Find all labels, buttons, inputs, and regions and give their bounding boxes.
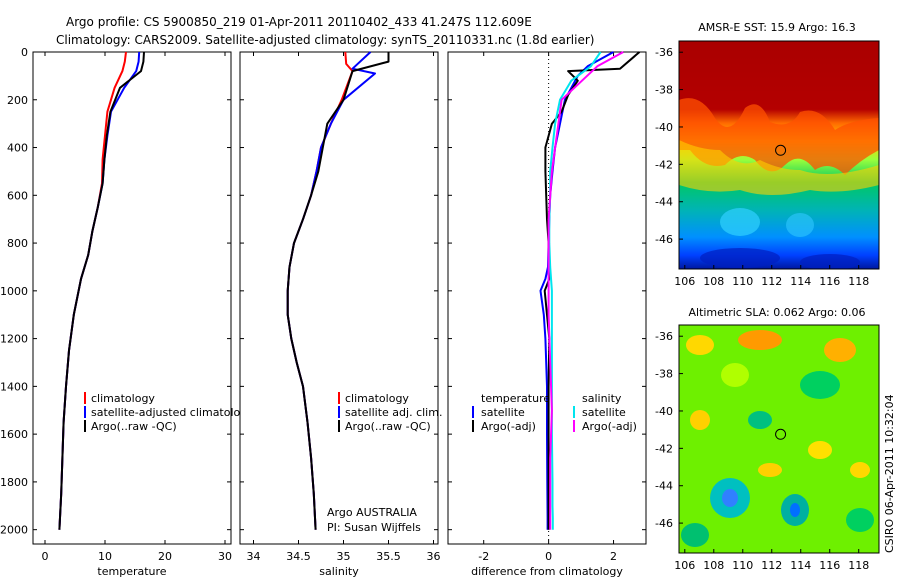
- depth-ytick-label: 1600: [0, 428, 28, 441]
- temperature-xlabel: temperature: [97, 565, 166, 578]
- temp-legend-climatology: climatology: [91, 392, 155, 405]
- difference-series: [539, 51, 641, 530]
- diff-xtick-label: 0: [545, 550, 552, 563]
- depth-ytick-label: 1400: [0, 380, 28, 393]
- sal-series-2-line: [286, 52, 390, 530]
- sla-xtick-label: 112: [761, 559, 782, 572]
- sla-xtick-label: 106: [674, 559, 695, 572]
- temp-xtick-label: 20: [158, 550, 172, 563]
- sst-xtick-label: 106: [674, 275, 695, 288]
- sst-ytick-label: -38: [655, 84, 673, 97]
- temperature-legend: climatology satellite-adjusted climatolo…: [84, 392, 254, 433]
- depth-ytick-label: 1200: [0, 333, 28, 346]
- sla-xtick-label: 118: [848, 559, 869, 572]
- sla-map-ticks: 106 108 110 112 114 116 118 -36 -38 -40 -42 -44 -46: [655, 330, 869, 572]
- sst-map-ticks: 106 108 110 112 114 116 118 -36 -38 -40 -42 -44 -46: [655, 46, 869, 288]
- sst-ytick-label: -44: [655, 196, 673, 209]
- sla-xtick-label: 110: [732, 559, 753, 572]
- diff-legend-temp-satellite: satellite: [481, 406, 525, 419]
- sst-xtick-label: 112: [761, 275, 782, 288]
- sst-xtick-label: 108: [703, 275, 724, 288]
- depth-ytick-label: 0: [21, 46, 28, 59]
- temperature-series: [58, 51, 145, 530]
- diff-legend-temp-argo: Argo(-adj): [481, 420, 536, 433]
- difference-panel: -2 0 2 difference from climatology tempera…: [447, 51, 647, 578]
- salinity-ticks: 34 34.5 35 35.5 36: [240, 51, 441, 563]
- sst-map-title: AMSR-E SST: 15.9 Argo: 16.3: [698, 21, 856, 34]
- temp-series-2-line: [58, 51, 145, 530]
- sst-ytick-label: -40: [655, 121, 673, 134]
- sla-ytick-label: -44: [655, 480, 673, 493]
- depth-ytick-label: 600: [7, 189, 28, 202]
- sla-ytick-label: -36: [655, 330, 673, 343]
- argo-note-line-1: Argo AUSTRALIA: [327, 506, 417, 519]
- sla-map-title: Altimetric SLA: 0.062 Argo: 0.06: [688, 306, 865, 319]
- header-line-1: Argo profile: CS 5900850_219 01-Apr-2011…: [66, 15, 532, 29]
- sst-xtick-label: 118: [848, 275, 869, 288]
- temp-xtick-label: 10: [98, 550, 112, 563]
- argo-location-marker-sst: [775, 144, 787, 156]
- sst-xtick-label: 114: [790, 275, 811, 288]
- sal-xtick-label: 35: [337, 550, 351, 563]
- diff-series-2-line: [548, 51, 602, 530]
- sal-xtick-label: 34: [247, 550, 261, 563]
- depth-ytick-label: 2000: [0, 524, 28, 537]
- sal-legend-climatology: climatology: [345, 392, 409, 405]
- diff-xtick-label: -2: [478, 550, 489, 563]
- depth-ytick-label: 800: [7, 237, 28, 250]
- diff-legend-sal-argo: Argo(-adj): [582, 420, 637, 433]
- sla-ytick-label: -42: [655, 442, 673, 455]
- sst-map-axes-box: [678, 40, 880, 270]
- temperature-panel: 0 10 20 30 0 200 400 600 800 1000 1200 1400 1600 1800…: [0, 46, 254, 578]
- difference-ticks: -2 0 2: [448, 51, 646, 563]
- temp-legend-argo: Argo(..raw -QC): [91, 420, 177, 433]
- salinity-series: [286, 51, 390, 530]
- argo-note-line-2: PI: Susan Wijffels: [327, 521, 421, 534]
- sla-xtick-label: 114: [790, 559, 811, 572]
- diff-series-3-line: [547, 51, 624, 530]
- temperature-ticks: 0 10 20 30 0 200 400 600 800 1000 1200 1400 1600 1800…: [0, 46, 232, 563]
- temp-legend-satellite: satellite-adjusted climatology: [91, 406, 254, 419]
- depth-ytick-label: 1800: [0, 476, 28, 489]
- sal-xtick-label: 35.5: [376, 550, 401, 563]
- diff-legend-title-temperature: temperature: [481, 392, 550, 405]
- depth-ytick-label: 200: [7, 94, 28, 107]
- sla-xtick-label: 108: [703, 559, 724, 572]
- difference-xlabel: difference from climatology: [471, 565, 623, 578]
- sst-ytick-label: -42: [655, 158, 673, 171]
- depth-ytick-label: 400: [7, 142, 28, 155]
- sst-ytick-label: -46: [655, 233, 673, 246]
- sal-xtick-label: 34.5: [286, 550, 311, 563]
- argo-location-marker-sla: [775, 428, 787, 440]
- difference-axes-box: [447, 51, 647, 545]
- salinity-panel: 34 34.5 35 35.5 36 salinity climatology sate…: [239, 51, 442, 578]
- diff-xtick-label: 2: [610, 550, 617, 563]
- sal-legend-satellite: satellite adj. clim.: [345, 406, 442, 419]
- sst-ytick-label: -36: [655, 46, 673, 59]
- temp-xtick-label: 30: [218, 550, 232, 563]
- diff-legend-title-salinity: salinity: [582, 392, 622, 405]
- salinity-legend: climatology satellite adj. clim. Argo(..…: [338, 392, 442, 433]
- sla-xtick-label: 116: [819, 559, 840, 572]
- sal-legend-argo: Argo(..raw -QC): [345, 420, 431, 433]
- temperature-axes-box: [32, 51, 232, 545]
- difference-legend: temperature salinity satellite Argo(-adj…: [472, 392, 637, 433]
- diff-legend-sal-satellite: satellite: [582, 406, 626, 419]
- header-line-2: Climatology: CARS2009. Satellite-adjuste…: [56, 33, 594, 47]
- temp-xtick-label: 0: [42, 550, 49, 563]
- sla-ytick-label: -38: [655, 368, 673, 381]
- salinity-xlabel: salinity: [319, 565, 359, 578]
- sla-ytick-label: -46: [655, 517, 673, 530]
- sla-map-panel: Altimetric SLA: 0.062 Argo: 0.06 106 108 1…: [655, 306, 880, 572]
- sla-ytick-label: -40: [655, 405, 673, 418]
- sst-xtick-label: 110: [732, 275, 753, 288]
- sst-xtick-label: 116: [819, 275, 840, 288]
- sla-map-axes-box: [678, 324, 880, 554]
- depth-ytick-label: 1000: [0, 285, 28, 298]
- csiro-timestamp: CSIRO 06-Apr-2011 10:32:04: [883, 394, 896, 553]
- sal-xtick-label: 36: [427, 550, 441, 563]
- salinity-axes-box: [239, 51, 439, 545]
- sst-map-panel: AMSR-E SST: 15.9 Argo: 16.3 106 108 110 112…: [655, 21, 880, 288]
